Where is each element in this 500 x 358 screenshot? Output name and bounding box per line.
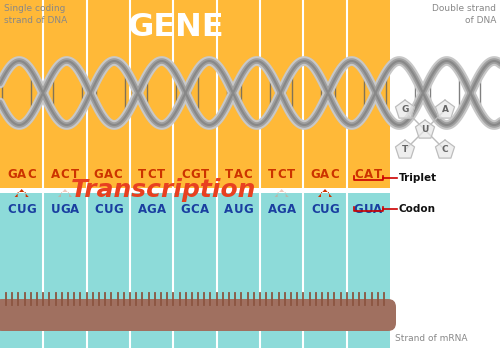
Polygon shape xyxy=(436,140,454,158)
Text: A: A xyxy=(104,168,113,180)
FancyArrow shape xyxy=(274,189,288,197)
Text: A: A xyxy=(320,168,330,180)
Text: Strand of mRNA: Strand of mRNA xyxy=(395,334,468,343)
Text: G: G xyxy=(7,168,17,180)
Text: Double strand
of DNA: Double strand of DNA xyxy=(432,4,496,25)
Text: C: C xyxy=(27,168,36,180)
Text: T: T xyxy=(200,168,208,180)
Text: G: G xyxy=(190,168,200,180)
Text: T: T xyxy=(157,168,166,180)
Text: C: C xyxy=(148,168,156,180)
Text: T: T xyxy=(268,168,276,180)
Text: U: U xyxy=(234,203,243,216)
Text: C: C xyxy=(190,203,200,216)
Text: C: C xyxy=(114,168,122,180)
Text: T: T xyxy=(224,168,233,180)
Text: U: U xyxy=(422,126,428,135)
Polygon shape xyxy=(436,100,454,118)
Text: G: G xyxy=(402,106,408,115)
Text: C: C xyxy=(278,168,286,180)
Text: T: T xyxy=(287,168,296,180)
Text: GENE: GENE xyxy=(127,12,224,43)
Text: G: G xyxy=(330,203,340,216)
Text: U: U xyxy=(364,203,373,216)
Text: T: T xyxy=(374,168,382,180)
Text: A: A xyxy=(374,203,382,216)
Text: Single coding
strand of DNA: Single coding strand of DNA xyxy=(4,4,67,25)
Text: C: C xyxy=(60,168,70,180)
Text: T: T xyxy=(70,168,78,180)
Text: A: A xyxy=(138,203,146,216)
Text: G: G xyxy=(60,203,70,216)
FancyArrow shape xyxy=(318,189,332,197)
Text: G: G xyxy=(26,203,36,216)
FancyArrow shape xyxy=(58,189,72,197)
Text: G: G xyxy=(94,168,104,180)
Text: A: A xyxy=(51,168,60,180)
Bar xyxy=(0,193,390,348)
FancyBboxPatch shape xyxy=(0,299,396,331)
Text: Transcription: Transcription xyxy=(71,179,256,203)
Text: A: A xyxy=(70,203,79,216)
Text: G: G xyxy=(354,203,364,216)
Text: T: T xyxy=(402,145,408,155)
Text: G: G xyxy=(243,203,253,216)
Text: U: U xyxy=(320,203,330,216)
Text: G: G xyxy=(147,203,156,216)
Text: G: G xyxy=(277,203,286,216)
Polygon shape xyxy=(396,100,414,118)
Text: U: U xyxy=(50,203,60,216)
Text: G: G xyxy=(310,168,320,180)
Text: U: U xyxy=(104,203,113,216)
Text: C: C xyxy=(311,203,320,216)
Text: A: A xyxy=(268,203,276,216)
Text: A: A xyxy=(286,203,296,216)
Polygon shape xyxy=(416,120,434,138)
Text: A: A xyxy=(364,168,373,180)
Text: A: A xyxy=(234,168,243,180)
Text: U: U xyxy=(17,203,26,216)
Text: C: C xyxy=(244,168,252,180)
Bar xyxy=(0,0,390,188)
Text: C: C xyxy=(94,203,103,216)
Text: Codon: Codon xyxy=(399,204,436,214)
Polygon shape xyxy=(396,140,414,158)
Text: A: A xyxy=(224,203,234,216)
Text: T: T xyxy=(138,168,146,180)
Text: Triplet: Triplet xyxy=(399,173,437,183)
Text: C: C xyxy=(442,145,448,155)
Text: C: C xyxy=(181,168,190,180)
Text: C: C xyxy=(8,203,16,216)
Text: C: C xyxy=(330,168,339,180)
Text: A: A xyxy=(442,106,448,115)
Text: G: G xyxy=(180,203,190,216)
FancyArrow shape xyxy=(14,189,28,197)
Text: C: C xyxy=(354,168,363,180)
Text: A: A xyxy=(17,168,26,180)
Text: A: A xyxy=(200,203,209,216)
Text: G: G xyxy=(113,203,123,216)
Text: A: A xyxy=(156,203,166,216)
